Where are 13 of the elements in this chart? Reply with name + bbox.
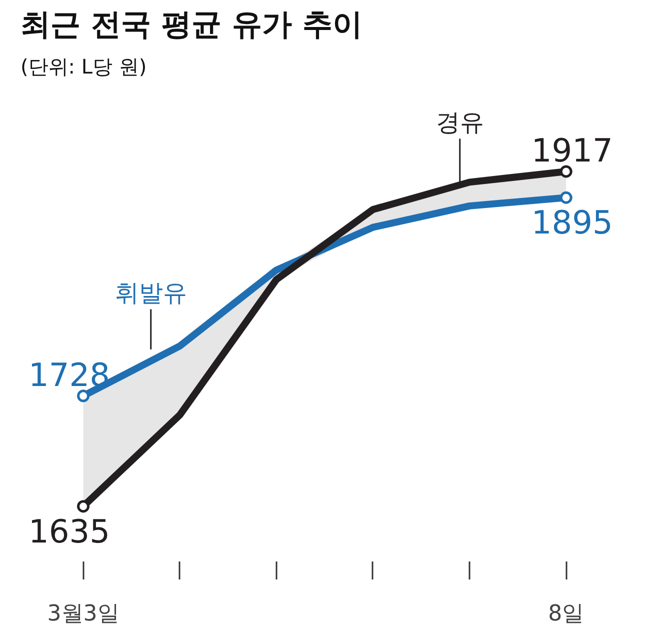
chart-title: 최근 전국 평균 유가 추이 xyxy=(20,8,362,42)
point xyxy=(560,165,572,178)
data-label: 1895 xyxy=(531,204,613,242)
point xyxy=(77,500,90,513)
series-label: 휘발유 xyxy=(114,279,187,308)
chart-subtitle: (단위: L당 원) xyxy=(20,54,147,78)
point xyxy=(77,390,90,402)
series-label: 경유 xyxy=(436,108,484,137)
point xyxy=(560,191,572,204)
x-tick-label: 8일 xyxy=(548,602,584,626)
data-label: 1635 xyxy=(28,512,110,550)
x-tick-label: 3월3일 xyxy=(47,602,120,626)
data-label: 1917 xyxy=(531,132,613,170)
